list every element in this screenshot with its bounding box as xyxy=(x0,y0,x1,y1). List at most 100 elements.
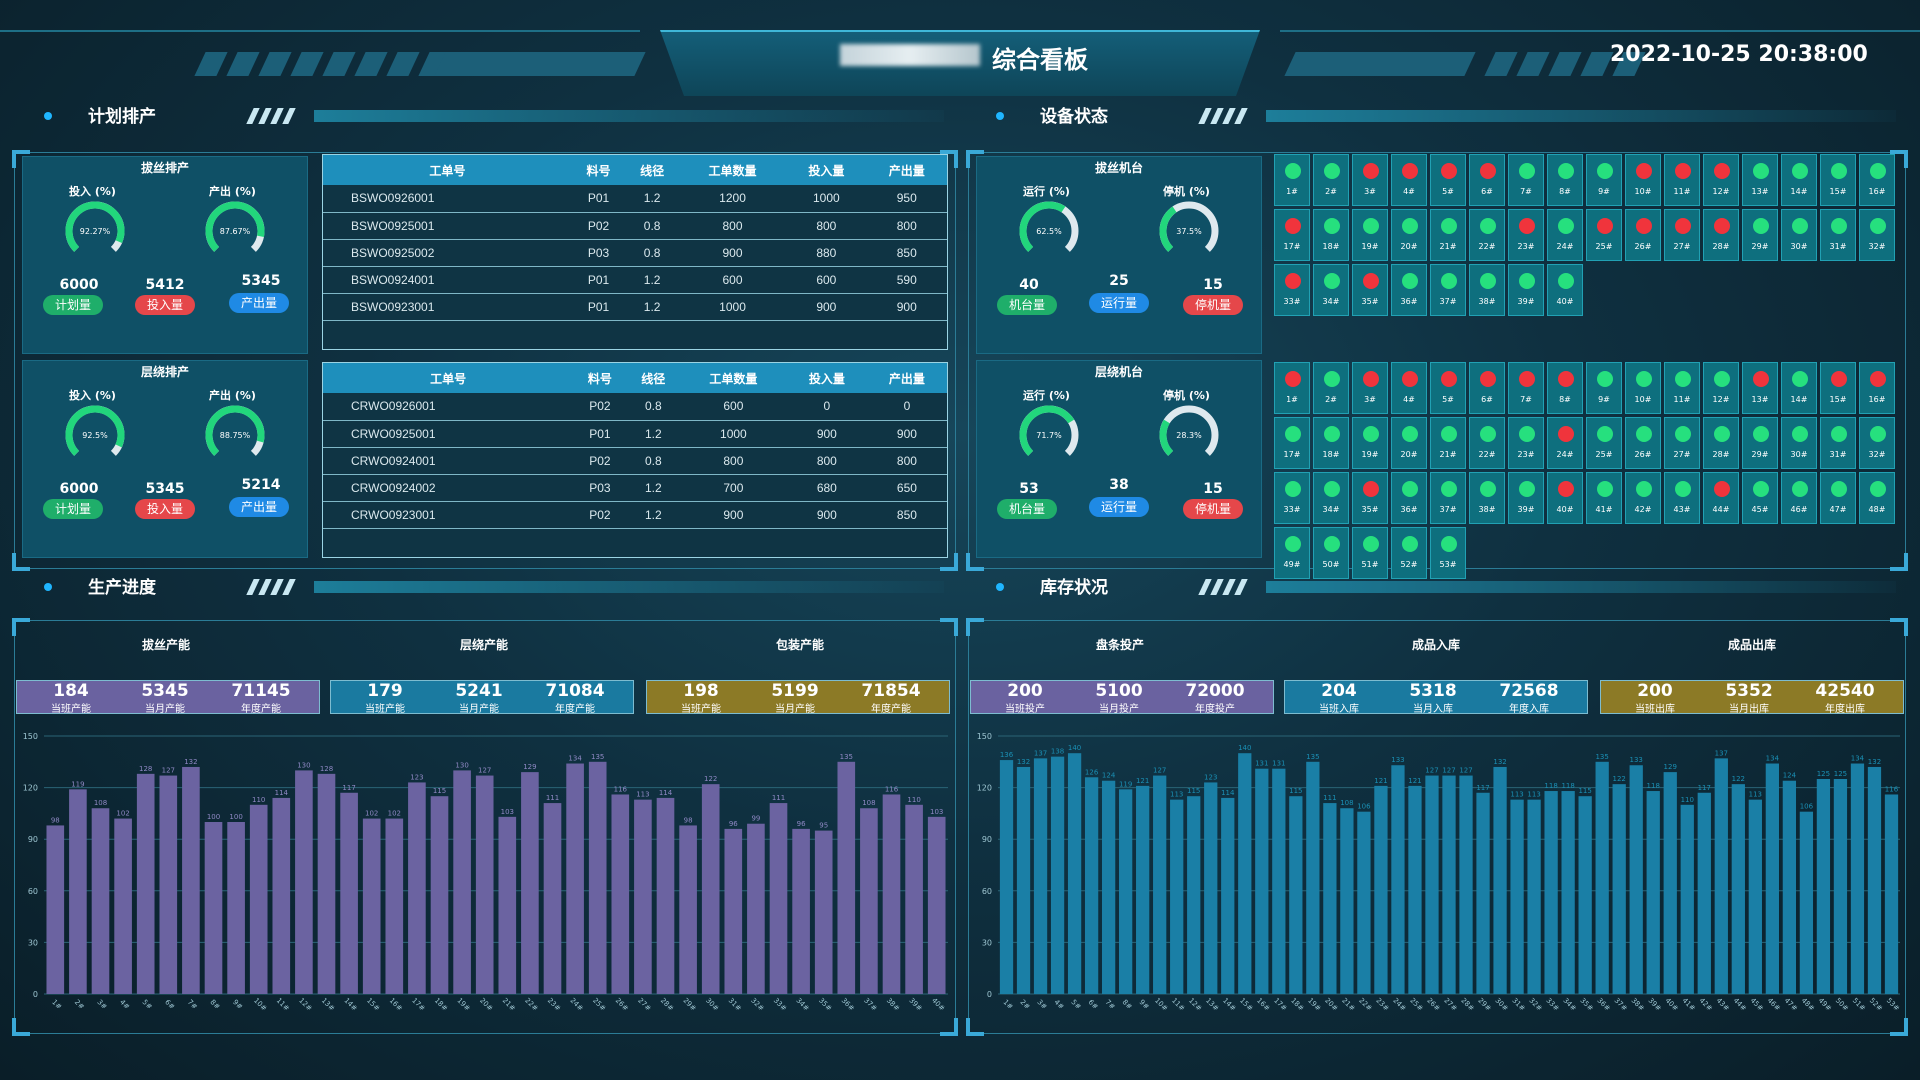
machine-7[interactable]: 7# xyxy=(1508,362,1544,414)
machine-48[interactable]: 48# xyxy=(1859,472,1895,524)
machine-22[interactable]: 22# xyxy=(1469,417,1505,469)
machine-10[interactable]: 10# xyxy=(1625,362,1661,414)
machine-29[interactable]: 29# xyxy=(1742,417,1778,469)
machine-11[interactable]: 11# xyxy=(1664,154,1700,206)
machine-7[interactable]: 7# xyxy=(1508,154,1544,206)
machine-25[interactable]: 25# xyxy=(1586,209,1622,261)
machine-20[interactable]: 20# xyxy=(1391,209,1427,261)
machine-38[interactable]: 38# xyxy=(1469,264,1505,316)
machine-31[interactable]: 31# xyxy=(1820,209,1856,261)
machine-3[interactable]: 3# xyxy=(1352,362,1388,414)
machine-26[interactable]: 26# xyxy=(1625,417,1661,469)
machine-37[interactable]: 37# xyxy=(1430,264,1466,316)
machine-11[interactable]: 11# xyxy=(1664,362,1700,414)
machine-42[interactable]: 42# xyxy=(1625,472,1661,524)
machine-46[interactable]: 46# xyxy=(1781,472,1817,524)
x-tick-label: 27# xyxy=(1442,997,1458,1013)
machine-49[interactable]: 49# xyxy=(1274,527,1310,579)
machine-35[interactable]: 35# xyxy=(1352,264,1388,316)
machine-39[interactable]: 39# xyxy=(1508,472,1544,524)
machine-33[interactable]: 33# xyxy=(1274,264,1310,316)
machine-40[interactable]: 40# xyxy=(1547,264,1583,316)
machine-36[interactable]: 36# xyxy=(1391,472,1427,524)
machine-36[interactable]: 36# xyxy=(1391,264,1427,316)
machine-50[interactable]: 50# xyxy=(1313,527,1349,579)
machine-15[interactable]: 15# xyxy=(1820,154,1856,206)
machine-6[interactable]: 6# xyxy=(1469,154,1505,206)
machine-27[interactable]: 27# xyxy=(1664,209,1700,261)
bar-value-label: 133 xyxy=(1391,756,1404,764)
machine-15[interactable]: 15# xyxy=(1820,362,1856,414)
machine-13[interactable]: 13# xyxy=(1742,362,1778,414)
machine-28[interactable]: 28# xyxy=(1703,417,1739,469)
machine-47[interactable]: 47# xyxy=(1820,472,1856,524)
machine-1[interactable]: 1# xyxy=(1274,362,1310,414)
machine-38[interactable]: 38# xyxy=(1469,472,1505,524)
machine-27[interactable]: 27# xyxy=(1664,417,1700,469)
machine-53[interactable]: 53# xyxy=(1430,527,1466,579)
machine-6[interactable]: 6# xyxy=(1469,362,1505,414)
machine-5[interactable]: 5# xyxy=(1430,362,1466,414)
machine-17[interactable]: 17# xyxy=(1274,209,1310,261)
machine-16[interactable]: 16# xyxy=(1859,362,1895,414)
machine-2[interactable]: 2# xyxy=(1313,362,1349,414)
machine-41[interactable]: 41# xyxy=(1586,472,1622,524)
machine-23[interactable]: 23# xyxy=(1508,209,1544,261)
machine-39[interactable]: 39# xyxy=(1508,264,1544,316)
table-row: CRWO0923001 P02 1.2 900 900 850 xyxy=(323,501,947,529)
machine-9[interactable]: 9# xyxy=(1586,154,1622,206)
machine-52[interactable]: 52# xyxy=(1391,527,1427,579)
machine-number: 35# xyxy=(1361,297,1379,306)
machine-32[interactable]: 32# xyxy=(1859,417,1895,469)
machine-16[interactable]: 16# xyxy=(1859,154,1895,206)
machine-30[interactable]: 30# xyxy=(1781,209,1817,261)
machine-19[interactable]: 19# xyxy=(1352,417,1388,469)
machine-44[interactable]: 44# xyxy=(1703,472,1739,524)
machine-3[interactable]: 3# xyxy=(1352,154,1388,206)
machine-4[interactable]: 4# xyxy=(1391,154,1427,206)
machine-12[interactable]: 12# xyxy=(1703,362,1739,414)
machine-43[interactable]: 43# xyxy=(1664,472,1700,524)
machine-22[interactable]: 22# xyxy=(1469,209,1505,261)
machine-2[interactable]: 2# xyxy=(1313,154,1349,206)
kpi-title: 包装产能 xyxy=(775,638,824,652)
machine-number: 33# xyxy=(1283,297,1301,306)
machine-1[interactable]: 1# xyxy=(1274,154,1310,206)
machine-28[interactable]: 28# xyxy=(1703,209,1739,261)
machine-14[interactable]: 14# xyxy=(1781,154,1817,206)
machine-35[interactable]: 35# xyxy=(1352,472,1388,524)
machine-26[interactable]: 26# xyxy=(1625,209,1661,261)
machine-51[interactable]: 51# xyxy=(1352,527,1388,579)
machine-25[interactable]: 25# xyxy=(1586,417,1622,469)
machine-32[interactable]: 32# xyxy=(1859,209,1895,261)
machine-20[interactable]: 20# xyxy=(1391,417,1427,469)
machine-21[interactable]: 21# xyxy=(1430,417,1466,469)
machine-34[interactable]: 34# xyxy=(1313,472,1349,524)
machine-17[interactable]: 17# xyxy=(1274,417,1310,469)
machine-19[interactable]: 19# xyxy=(1352,209,1388,261)
machine-30[interactable]: 30# xyxy=(1781,417,1817,469)
machine-8[interactable]: 8# xyxy=(1547,362,1583,414)
machine-4[interactable]: 4# xyxy=(1391,362,1427,414)
machine-18[interactable]: 18# xyxy=(1313,417,1349,469)
machine-14[interactable]: 14# xyxy=(1781,362,1817,414)
machine-10[interactable]: 10# xyxy=(1625,154,1661,206)
machine-9[interactable]: 9# xyxy=(1586,362,1622,414)
machine-40[interactable]: 40# xyxy=(1547,472,1583,524)
machine-34[interactable]: 34# xyxy=(1313,264,1349,316)
machine-21[interactable]: 21# xyxy=(1430,209,1466,261)
machine-45[interactable]: 45# xyxy=(1742,472,1778,524)
machine-18[interactable]: 18# xyxy=(1313,209,1349,261)
machine-37[interactable]: 37# xyxy=(1430,472,1466,524)
bar-value-label: 113 xyxy=(1510,791,1523,799)
machine-29[interactable]: 29# xyxy=(1742,209,1778,261)
machine-8[interactable]: 8# xyxy=(1547,154,1583,206)
machine-23[interactable]: 23# xyxy=(1508,417,1544,469)
machine-12[interactable]: 12# xyxy=(1703,154,1739,206)
machine-31[interactable]: 31# xyxy=(1820,417,1856,469)
machine-24[interactable]: 24# xyxy=(1547,209,1583,261)
machine-5[interactable]: 5# xyxy=(1430,154,1466,206)
machine-33[interactable]: 33# xyxy=(1274,472,1310,524)
machine-24[interactable]: 24# xyxy=(1547,417,1583,469)
machine-13[interactable]: 13# xyxy=(1742,154,1778,206)
